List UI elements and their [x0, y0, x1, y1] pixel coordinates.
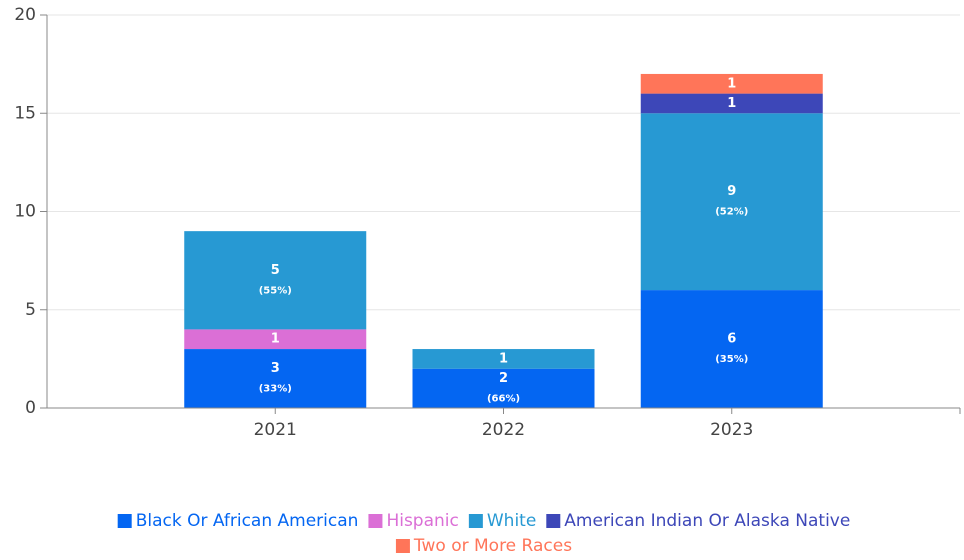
percent-label: (52%)	[715, 207, 748, 218]
x-tick-label: 2023	[710, 420, 753, 440]
x-tick-label: 2022	[482, 420, 525, 440]
percent-label: (55%)	[259, 285, 292, 296]
bar-segment	[412, 349, 595, 369]
data-label: 3	[271, 361, 280, 376]
data-label: 5	[271, 263, 280, 278]
percent-label: (33%)	[259, 384, 292, 395]
data-label: 6	[727, 332, 736, 347]
bar-segment	[184, 231, 367, 330]
percent-label: (35%)	[715, 354, 748, 365]
data-label: 1	[271, 332, 280, 347]
legend-swatch	[546, 514, 561, 528]
bar-segment	[640, 93, 823, 114]
legend-label: Two or More Races	[413, 536, 572, 556]
legend-swatch	[395, 539, 410, 553]
bar-segment	[184, 349, 367, 408]
bar-segment	[412, 368, 595, 408]
legend-label: American Indian Or Alaska Native	[564, 511, 850, 531]
legend-label: Black Or African American	[136, 511, 359, 531]
y-tick-label: 15	[14, 103, 36, 123]
bar-segment	[640, 113, 823, 291]
data-label: 1	[499, 351, 508, 366]
x-tick-label: 2021	[254, 420, 297, 440]
legend-label: White	[487, 511, 536, 531]
data-label: 9	[727, 184, 736, 199]
bar-segment	[640, 290, 823, 408]
legend-label: Hispanic	[386, 511, 458, 531]
y-tick-label: 20	[14, 5, 36, 25]
data-label: 2	[499, 371, 508, 386]
data-label: 1	[727, 96, 736, 111]
percent-label: (66%)	[487, 393, 520, 404]
data-label: 1	[727, 76, 736, 91]
bar-segment	[640, 73, 823, 94]
y-tick-label: 10	[14, 202, 36, 222]
bar-segment	[184, 329, 367, 350]
legend-swatch	[468, 514, 483, 528]
legend-swatch	[117, 514, 132, 528]
y-tick-label: 5	[25, 300, 36, 320]
legend-swatch	[368, 514, 383, 528]
y-tick-label: 0	[25, 398, 36, 418]
